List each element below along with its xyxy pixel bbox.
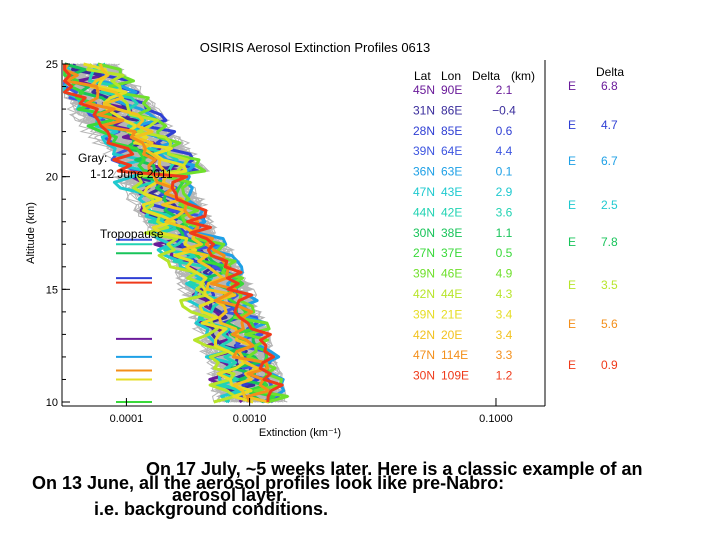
y-tick-label: 15 [46, 284, 58, 296]
legend-lon: 38E [441, 226, 462, 240]
legend-delta: 3.6 [496, 205, 513, 219]
profile-line-39N-64E [63, 64, 280, 404]
legend-lon: 44E [441, 287, 462, 301]
background-profile-line [64, 64, 284, 403]
legend-lat: 42N [413, 287, 435, 301]
x-tick-label: 0.0010 [233, 413, 267, 425]
caption-line-1: On 17 July, ~5 weeks later. Here is a cl… [146, 459, 643, 479]
overlay-legend-delta: 6.8 [601, 79, 618, 93]
extinction-chart: Delta E 6.8 E 4.7 E 6.7 E 2.5 E 7.8 E 3.5 E 5.6 E 0.9 La… [25, 40, 700, 439]
legend-lat: 36N [413, 165, 435, 179]
legend-lon: 63E [441, 165, 462, 179]
legend-lat: 30N [413, 369, 435, 383]
tropopause-markers [116, 238, 152, 403]
legend-lon: 20E [441, 328, 462, 342]
overlay-legend-delta: 4.7 [601, 118, 618, 132]
axes: 10 15 20 25 0.0001 0.0010 0.1000 Extinction (km… [25, 59, 546, 439]
legend-delta: 0.6 [496, 124, 513, 138]
overlay-legend-lon: E [568, 317, 576, 331]
legend-delta: −0.4 [492, 103, 516, 117]
legend-delta: 0.5 [496, 246, 513, 260]
overlay-panel [565, 60, 700, 405]
overlay-legend-lon: E [568, 154, 576, 168]
overlay-legend-lon: E [568, 79, 576, 93]
legend-delta: 2.1 [496, 83, 513, 97]
profile-line-42N-44E [86, 63, 237, 404]
legend-delta: 4.9 [496, 267, 513, 281]
overlay-legend-delta: 6.7 [601, 154, 618, 168]
legend-lon: 42E [441, 205, 462, 219]
legend-delta: 3.4 [496, 328, 513, 342]
overlay-legend-lon: E [568, 118, 576, 132]
caption-line-4: i.e. background conditions. [94, 499, 329, 519]
overlay-legend-header: Delta [596, 65, 624, 79]
legend-lat: 47N [413, 348, 435, 362]
profile-line-39N-21E [83, 62, 254, 404]
legend-header: Delta [472, 69, 500, 83]
overlay-legend: Delta E 6.8 E 4.7 E 6.7 E 2.5 E 7.8 E 3.5 E 5.6 E 0.9 [568, 65, 624, 372]
background-label-line1: Gray: [78, 151, 107, 165]
legend-delta: 4.3 [496, 287, 513, 301]
legend-lat: 39N [413, 267, 435, 281]
overlay-legend-lon: E [568, 358, 576, 372]
x-tick-label: 0.0001 [110, 413, 144, 425]
caption-line-3: On 13 June, all the aerosol profiles loo… [32, 473, 505, 493]
overlay-legend-lon: E [568, 235, 576, 249]
legend-header: (km) [511, 69, 535, 83]
x-axis-label: Extinction (km⁻¹) [259, 427, 341, 439]
overlay-legend-delta: 5.6 [601, 317, 618, 331]
legend-lon: 43E [441, 185, 462, 199]
legend-delta: 4.4 [496, 144, 513, 158]
legend-lon: 37E [441, 246, 462, 260]
legend-lon: 86E [441, 103, 462, 117]
overlay-legend-lon: E [568, 278, 576, 292]
legend-lon: 46E [441, 267, 462, 281]
legend-lat: 39N [413, 144, 435, 158]
legend-background [408, 66, 545, 394]
overlay-legend-delta: 2.5 [601, 198, 618, 212]
legend-lat: 45N [413, 83, 435, 97]
legend-delta: 1.2 [496, 369, 513, 383]
legend-delta: 2.9 [496, 185, 513, 199]
profile-line-30N-109E [63, 64, 284, 403]
y-tick-label: 20 [46, 172, 58, 184]
legend-lon: 85E [441, 124, 462, 138]
overlay-legend-delta: 3.5 [601, 278, 618, 292]
legend-lon: 21E [441, 307, 462, 321]
overlay-legend-lon: E [568, 198, 576, 212]
legend-lat: 39N [413, 307, 435, 321]
profile-legend: Lat Lon Delta (km) 45N 90E 2.1 31N 86E −0.4 28N 85E… [408, 66, 545, 394]
legend-lat: 31N [413, 103, 435, 117]
colored-profiles [63, 62, 289, 404]
overlay-legend-delta: 0.9 [601, 358, 618, 372]
background-label-line2: 1-12 June 2011 [90, 167, 173, 181]
legend-lat: 42N [413, 328, 435, 342]
legend-header: Lon [441, 69, 461, 83]
legend-delta: 3.3 [496, 348, 513, 362]
legend-lon: 90E [441, 83, 462, 97]
legend-lon: 109E [441, 369, 469, 383]
legend-lat: 47N [413, 185, 435, 199]
legend-lat: 28N [413, 124, 435, 138]
overlay-legend-delta: 7.8 [601, 235, 618, 249]
legend-delta: 1.1 [496, 226, 513, 240]
chart-title: OSIRIS Aerosol Extinction Profiles 0613 [200, 40, 431, 55]
y-tick-label: 25 [46, 59, 58, 71]
y-tick-label: 10 [46, 397, 58, 409]
legend-header: Lat [414, 69, 431, 83]
legend-delta: 3.4 [496, 307, 513, 321]
caption-line-2: aerosol layer. [172, 485, 288, 505]
x-tick-label: 0.1000 [479, 413, 513, 425]
legend-lat: 27N [413, 246, 435, 260]
legend-lon: 114E [441, 348, 468, 362]
tropopause-label: Tropopause [100, 227, 164, 241]
legend-lat: 44N [413, 205, 435, 219]
y-axis-label: Altitude (km) [25, 202, 37, 264]
legend-lat: 30N [413, 226, 435, 240]
legend-lon: 64E [441, 144, 462, 158]
legend-delta: 0.1 [496, 165, 513, 179]
